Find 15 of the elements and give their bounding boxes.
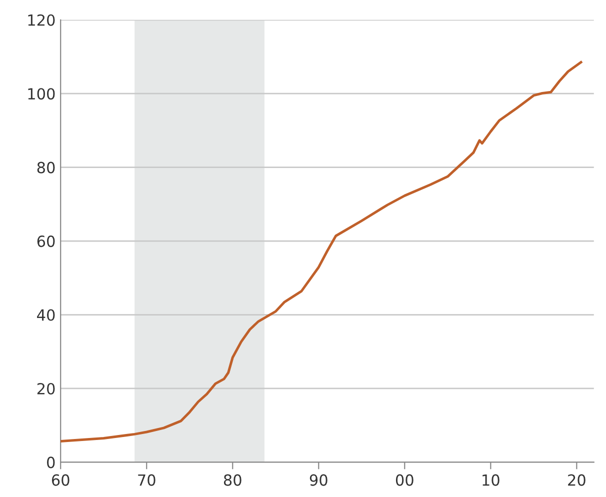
x-tick-label: 20 [568, 474, 586, 486]
x-tick-label: 80 [224, 474, 242, 486]
x-tick-label: 00 [396, 474, 414, 486]
x-tick-label: 70 [138, 474, 156, 486]
y-tick-label: 60 [37, 236, 55, 248]
y-tick-label: 0 [47, 456, 55, 468]
y-tick-label: 100 [28, 88, 55, 100]
x-tick-label: 90 [310, 474, 328, 486]
y-tick-label: 40 [37, 309, 55, 321]
x-tick-label: 10 [482, 474, 500, 486]
y-tick-label: 120 [28, 14, 55, 26]
x-tick-label: 60 [52, 474, 70, 486]
y-tick-label: 80 [37, 162, 55, 174]
line-series [60, 61, 582, 442]
y-tick-label: 20 [37, 382, 55, 395]
